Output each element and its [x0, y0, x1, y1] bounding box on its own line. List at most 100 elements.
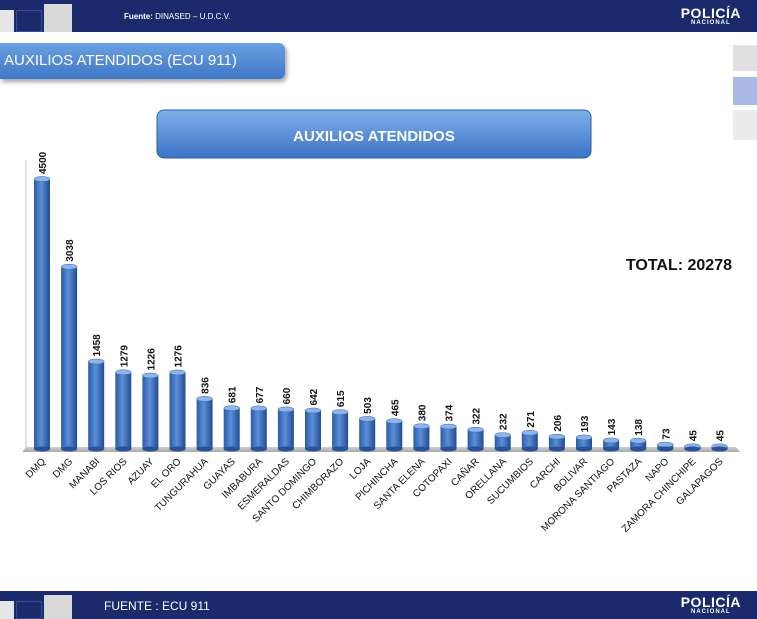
data-label: 836: [201, 377, 212, 394]
bar-top: [196, 396, 213, 402]
data-label: 73: [661, 428, 672, 440]
bar-top: [602, 437, 620, 444]
bar-top: [521, 429, 539, 436]
data-label: 465: [390, 399, 401, 416]
header-decor-square: [16, 10, 42, 32]
category-label: DMQ: [24, 456, 48, 480]
bar-top: [250, 405, 268, 412]
data-label: 193: [580, 415, 591, 432]
bar: [115, 369, 132, 452]
bar-top: [358, 416, 376, 422]
bar: [331, 409, 349, 452]
bar-bottom: [467, 446, 484, 452]
data-label: 660: [282, 387, 293, 404]
header-source-value: DINASED – U.D.C.V.: [155, 12, 231, 21]
footer-logo-line1: POLICÍA: [680, 594, 741, 610]
bar-body: [332, 412, 349, 449]
header-source: Fuente: DINASED – U.D.C.V.: [124, 12, 230, 21]
bar: [196, 396, 213, 452]
data-label: 1458: [92, 334, 103, 357]
data-label: 615: [336, 390, 347, 407]
bar-bottom: [603, 446, 620, 452]
bar: [629, 437, 647, 452]
bar-body: [576, 437, 592, 449]
bar-bottom: [61, 446, 78, 452]
data-label: 1279: [119, 345, 130, 368]
bar-top: [169, 369, 186, 376]
bar-top: [277, 406, 295, 413]
bar-bottom: [494, 446, 511, 452]
bar: [304, 407, 322, 452]
data-label: 380: [417, 404, 428, 421]
data-label: 206: [553, 415, 564, 432]
data-label: 3038: [65, 239, 76, 262]
bar-bottom: [223, 446, 240, 452]
bar-top: [657, 441, 674, 448]
footer-logo-line2: NACIONAL: [691, 609, 731, 615]
data-label: 1276: [174, 345, 185, 368]
bar-top: [494, 432, 511, 438]
bar-bottom: [657, 446, 674, 452]
bar-top: [223, 405, 240, 411]
header-decor-square: [0, 10, 14, 32]
logo-line1: POLICÍA: [680, 5, 741, 21]
bar: [142, 372, 159, 452]
footer-decor-square: [0, 601, 14, 619]
bar-body: [305, 410, 321, 449]
data-label: 143: [607, 418, 618, 435]
bar-top: [386, 418, 403, 424]
header-source-label: Fuente:: [124, 12, 153, 21]
bar-top: [629, 437, 647, 444]
bar-body: [467, 429, 484, 449]
footer-decor-square: [44, 595, 72, 619]
bar: [711, 443, 728, 452]
footer-decor-square: [16, 601, 42, 619]
bar-body: [440, 426, 457, 449]
bar: [413, 423, 430, 452]
bar-bottom: [88, 446, 105, 452]
bar: [521, 429, 539, 452]
chart-title: AUXILIOS ATENDIDOS: [293, 128, 455, 145]
bar-top: [142, 372, 159, 379]
bar-body: [223, 408, 240, 449]
bar: [33, 176, 51, 452]
bar: [60, 263, 78, 452]
footer-source: FUENTE : ECU 911: [104, 599, 210, 613]
bar-body: [142, 375, 159, 449]
bar: [602, 437, 620, 452]
bar-bottom: [332, 446, 349, 452]
footer-bar: FUENTE : ECU 911 POLICÍA NACIONAL: [0, 591, 757, 619]
data-label: 681: [228, 386, 239, 403]
category-label: DMG: [51, 456, 75, 480]
bar: [494, 432, 511, 452]
side-decor-block: [733, 77, 757, 105]
bar-bottom: [521, 446, 538, 452]
data-label: 503: [363, 397, 374, 414]
data-label: 677: [255, 386, 266, 403]
bar-body: [61, 266, 78, 449]
bar-body: [250, 408, 267, 449]
bar-bottom: [576, 446, 592, 452]
chart-title-box: [156, 109, 592, 159]
bar-body: [34, 179, 50, 449]
data-label: 138: [634, 419, 645, 436]
bar-chart: AUXILIOS ATENDIDOS TOTAL: 20278 4500 3038…: [22, 109, 740, 535]
bar-bottom: [250, 446, 267, 452]
header-decor-square: [44, 4, 72, 32]
bar-bottom: [34, 446, 50, 452]
data-label: 45: [716, 430, 727, 442]
bar-bottom: [630, 446, 647, 452]
bar: [169, 369, 186, 452]
bar: [277, 406, 295, 452]
bar: [358, 416, 376, 452]
bar-body: [386, 421, 403, 449]
bar-top: [331, 409, 349, 415]
bar-bottom: [684, 446, 701, 452]
data-label: 4500: [38, 151, 49, 174]
bar: [223, 405, 240, 452]
bar: [250, 405, 268, 452]
bar-body: [548, 436, 565, 449]
bar-top: [467, 426, 484, 433]
bar-top: [575, 434, 593, 441]
bar-body: [88, 361, 105, 449]
